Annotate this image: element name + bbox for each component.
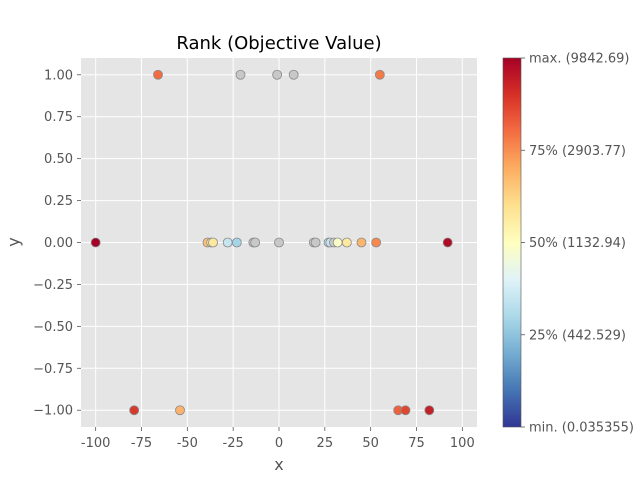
data-point: [400, 405, 411, 416]
colorbar-label: 25% (442.529): [529, 328, 626, 343]
x-tick-label: -75: [131, 436, 152, 451]
y-tick-label: 0.00: [44, 236, 73, 251]
colorbar-label: max. (9842.69): [529, 52, 630, 67]
data-point: [374, 69, 385, 80]
y-axis-label: y: [4, 237, 23, 246]
data-point: [356, 237, 367, 248]
data-point: [90, 237, 101, 248]
data-point: [250, 237, 261, 248]
y-tick-labels: 1.00 0.75 0.50 0.25 0.00 −0.25 −0.50 −0.75 −1.00: [33, 68, 81, 419]
x-tick-label: 50: [362, 436, 379, 451]
chart-title: Rank (Objective Value): [176, 33, 381, 54]
x-tick-label: 100: [450, 436, 475, 451]
data-points: [90, 69, 453, 416]
data-point: [272, 69, 283, 80]
y-tick-label: −0.75: [33, 362, 73, 377]
y-tick-label: −0.50: [33, 320, 73, 335]
data-point: [222, 237, 233, 248]
data-point: [341, 237, 352, 248]
data-point: [424, 405, 435, 416]
data-point: [288, 69, 299, 80]
y-tick-label: 0.50: [44, 152, 73, 167]
x-tick-label: 75: [408, 436, 425, 451]
x-tick-label: 0: [275, 436, 283, 451]
x-tick-label: -25: [223, 436, 244, 451]
colorbar-label: 75% (2903.77): [529, 144, 626, 159]
y-tick-label: 0.25: [44, 194, 73, 209]
colorbar: [502, 57, 522, 428]
colorbar-label: min. (0.035355): [529, 421, 634, 436]
data-point: [208, 237, 218, 248]
data-point: [129, 405, 140, 416]
data-point: [274, 237, 284, 248]
y-tick-label: 1.00: [44, 68, 73, 83]
colorbar-labels: max. (9842.69) 75% (2903.77) 50% (1132.94)…: [521, 52, 634, 436]
data-point: [235, 69, 246, 80]
data-point: [310, 237, 321, 248]
data-point: [371, 237, 382, 248]
x-axis-label: x: [274, 455, 283, 474]
data-point: [332, 237, 343, 248]
y-tick-label: 0.75: [44, 110, 73, 125]
y-tick-label: −1.00: [33, 404, 73, 419]
data-point: [231, 237, 242, 248]
x-tick-labels: -100 -75 -50 -25 0 25 50 75 100: [81, 427, 475, 451]
x-tick-label: -100: [81, 436, 111, 451]
colorbar-label: 50% (1132.94): [529, 236, 626, 251]
x-tick-label: -50: [177, 436, 198, 451]
data-point: [153, 69, 163, 80]
data-point: [442, 237, 453, 248]
data-point: [175, 405, 185, 416]
y-tick-label: −0.25: [33, 278, 73, 293]
x-tick-label: 25: [317, 436, 334, 451]
